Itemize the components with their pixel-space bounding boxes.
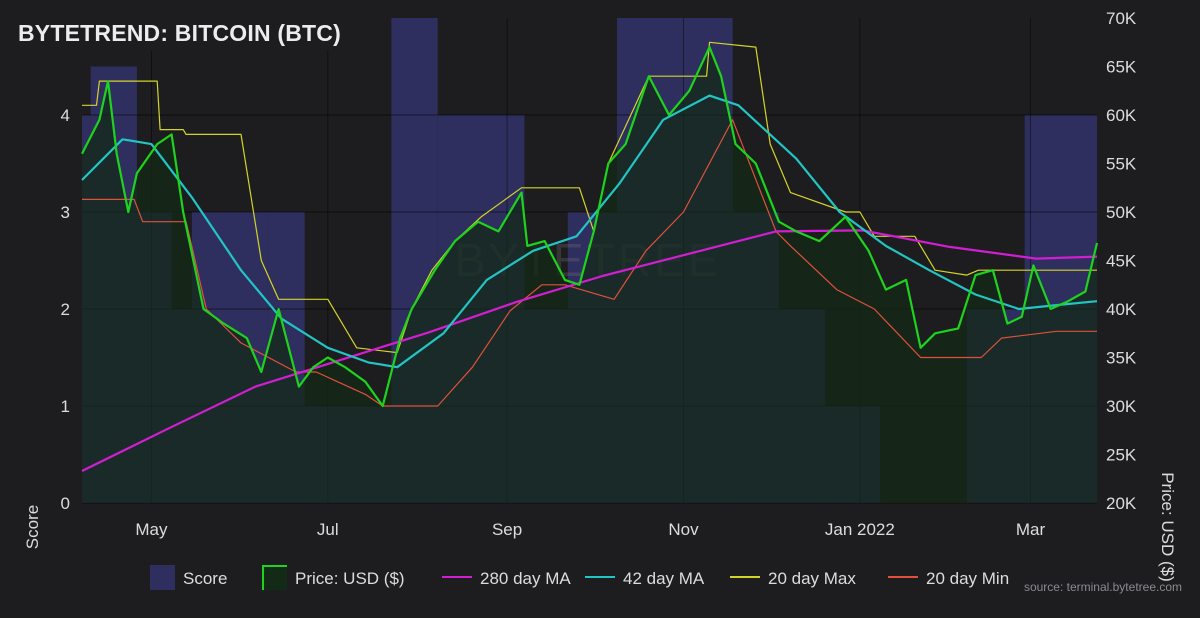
y-right-tick-10: 70K [1106, 9, 1137, 28]
legend-swatch-1 [262, 565, 287, 590]
min20-line [82, 119, 1097, 407]
legend-item-4: 20 day Max [730, 569, 856, 588]
legend-label-5: 20 day Min [926, 569, 1009, 588]
x-tick-4: Jan 2022 [825, 520, 895, 539]
legend-item-0: Score [150, 565, 227, 590]
legend-label-3: 42 day MA [623, 569, 705, 588]
legend-label-2: 280 day MA [480, 569, 571, 588]
price-line [81, 46, 1099, 408]
legend-item-5: 20 day Min [888, 569, 1009, 588]
y-right-tick-5: 45K [1106, 252, 1137, 271]
legend-label-0: Score [183, 569, 227, 588]
y-right-tick-3: 35K [1106, 349, 1137, 368]
y-left-tick-3: 3 [61, 203, 70, 222]
legend-item-1: Price: USD ($) [262, 565, 405, 590]
y-left-tick-4: 4 [61, 106, 70, 125]
legend: Score Price: USD ($) 280 day MA 42 day MA 20… [150, 565, 1009, 590]
y-right-tick-6: 50K [1106, 203, 1137, 222]
y-right-tick-7: 55K [1106, 155, 1137, 174]
x-tick-2: Sep [492, 520, 522, 539]
series-lines [81, 41, 1099, 472]
x-tick-1: Jul [317, 520, 339, 539]
chart-title: BYTETREND: BITCOIN (BTC) [14, 18, 347, 51]
x-tick-0: May [135, 520, 168, 539]
ma42-line [81, 94, 1098, 369]
y-left-tick-1: 1 [61, 397, 70, 416]
y-left-axis-label: Score [23, 505, 42, 549]
y-right-tick-2: 30K [1106, 397, 1137, 416]
legend-item-2: 280 day MA [442, 569, 571, 588]
x-tick-3: Nov [668, 520, 699, 539]
y-left-tick-2: 2 [61, 300, 70, 319]
legend-label-4: 20 day Max [768, 569, 856, 588]
price-area [82, 47, 1097, 503]
y-right-axis-label: Price: USD ($) [1158, 472, 1177, 582]
x-tick-5: Mar [1016, 520, 1046, 539]
price-area-fill [82, 47, 1097, 503]
ma280-line [81, 229, 1098, 472]
y-right-tick-4: 40K [1106, 300, 1137, 319]
legend-item-3: 42 day MA [585, 569, 705, 588]
y-right-tick-8: 60K [1106, 106, 1137, 125]
y-right-tick-0: 20K [1106, 494, 1137, 513]
legend-label-1: Price: USD ($) [295, 569, 405, 588]
y-right-tick-1: 25K [1106, 446, 1137, 465]
legend-swatch-0 [150, 565, 175, 590]
y-left-tick-0: 0 [61, 494, 70, 513]
axes: 0 1 2 3 4 20K 25K 30K 35K 40K 45K 50K 55K 60K 65K 70K Ma… [61, 9, 1137, 539]
source-note: source: terminal.bytetree.com [1023, 580, 1182, 594]
y-right-tick-9: 65K [1106, 58, 1137, 77]
max20-line [82, 41, 1097, 354]
